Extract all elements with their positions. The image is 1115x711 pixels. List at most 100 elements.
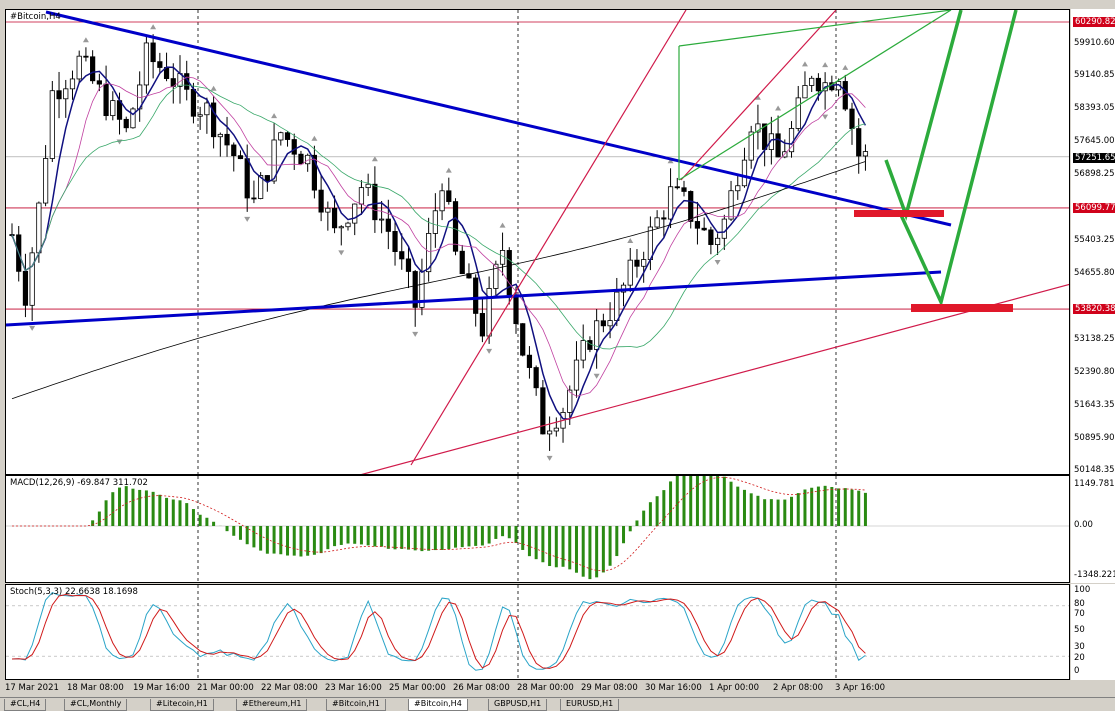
candle-body [809, 77, 815, 86]
trendline-down [45, 10, 952, 227]
candle-body [802, 85, 808, 99]
tab-cl-h4[interactable]: #CL,H4 [4, 699, 47, 711]
ma-fast-line [11, 66, 867, 420]
price-axis[interactable]: 60290.82 59910.60 59140.85 58393.05 5764… [1071, 9, 1115, 475]
chart-title: #Bitcoin,H4 [10, 12, 61, 22]
price-chart-canvas[interactable] [6, 10, 1070, 475]
stoch-tick: 50 [1074, 625, 1085, 635]
candle-body [157, 61, 163, 68]
candle-body [190, 88, 197, 117]
candle-body [284, 132, 291, 140]
candle-body [452, 201, 459, 252]
candle-body [399, 251, 405, 260]
tab-cl-monthly[interactable]: #CL,Monthly [64, 699, 128, 711]
candle-body [547, 430, 553, 435]
candle-body [278, 132, 284, 141]
candle-body [204, 102, 210, 116]
candle-body [513, 294, 519, 325]
chart-tabs-bar: #CL,H4 #CL,Monthly #Litecoin,H1 #Ethereu… [0, 697, 1115, 711]
candle-body [271, 139, 277, 182]
candle-body [63, 88, 69, 100]
stochastic-pane[interactable]: Stoch(5,3,3) 22.6638 18.1698 [5, 584, 1070, 680]
fractal-down-icon [714, 260, 721, 266]
candle-body [694, 221, 701, 229]
macd-axis[interactable]: 1149.781 0.00 -1348.221 [1071, 475, 1115, 583]
tab-gbpusd-h1[interactable]: GBPUSD,H1 [488, 699, 548, 711]
time-tick: 3 Apr 16:00 [835, 683, 886, 693]
stoch-signal-line [11, 593, 866, 669]
stoch-axis[interactable]: 100 80 70 50 30 20 0 [1071, 584, 1115, 680]
macd-canvas[interactable] [6, 476, 1070, 583]
fractal-up-icon [371, 156, 378, 162]
candle-body [325, 207, 331, 213]
tab-bitcoin-h1[interactable]: #Bitcoin,H1 [326, 699, 386, 711]
fractal-up-icon [775, 105, 782, 111]
macd-pane[interactable]: MACD(12,26,9) -69.847 311.702 [5, 475, 1070, 583]
candle-body [36, 202, 42, 254]
price-tick: 59140.85 [1074, 70, 1115, 80]
candle-body [667, 186, 674, 220]
time-tick: 21 Mar 00:00 [197, 683, 254, 693]
time-tick: 18 Mar 08:00 [67, 683, 124, 693]
candle-body [533, 367, 539, 389]
time-axis[interactable]: 17 Mar 2021 18 Mar 08:00 19 Mar 16:00 21… [5, 680, 1070, 696]
fractal-up-icon [667, 158, 674, 164]
time-tick: 30 Mar 16:00 [645, 683, 702, 693]
candle-body [385, 218, 391, 232]
candle-body [856, 128, 862, 157]
price-chart-pane[interactable]: #Bitcoin,H4 [5, 9, 1070, 475]
candle-body [721, 218, 727, 239]
stoch-tick: 20 [1074, 653, 1085, 663]
fractal-up-icon [271, 113, 278, 119]
stoch-label: Stoch(5,3,3) 22.6638 18.1698 [10, 587, 138, 597]
projection-path-2 [899, 10, 1018, 308]
candle-body [365, 183, 371, 189]
price-tick: 55403.25 [1074, 235, 1115, 245]
tab-ethereum-h1[interactable]: #Ethereum,H1 [236, 699, 308, 711]
time-tick: 22 Mar 08:00 [261, 683, 318, 693]
candle-body [103, 83, 109, 117]
candle-body [83, 55, 89, 58]
macd-signal-line [12, 476, 866, 572]
fractal-up-icon [801, 61, 808, 67]
candle-body [775, 133, 781, 158]
candle-body [661, 217, 667, 220]
tab-litecoin-h1[interactable]: #Litecoin,H1 [150, 699, 214, 711]
fractal-down-icon [116, 139, 123, 145]
tab-eurusd-h1[interactable]: EURUSD,H1 [560, 699, 620, 711]
candle-body [493, 263, 499, 289]
price-tick: 51643.35 [1074, 400, 1115, 410]
candle-body [29, 252, 35, 306]
candle-body [237, 155, 244, 160]
time-tick: 28 Mar 00:00 [517, 683, 574, 693]
fractal-up-icon [822, 62, 829, 68]
candle-body [647, 226, 654, 260]
wedge-upper-line [678, 10, 952, 47]
candle-body [681, 187, 687, 192]
candle-body [553, 427, 559, 432]
candle-body [506, 250, 512, 296]
candle-body [130, 108, 136, 129]
candle-body [641, 259, 647, 267]
tab-bitcoin-h4[interactable]: #Bitcoin,H4 [408, 699, 468, 711]
stochastic-canvas[interactable] [6, 585, 1070, 680]
candle-body [231, 144, 237, 157]
time-tick: 1 Apr 00:00 [709, 683, 760, 693]
wedge-lower-line [678, 10, 952, 181]
candle-body [210, 102, 217, 138]
candle-body [338, 226, 344, 229]
price-tick: 50895.90 [1074, 433, 1115, 443]
stoch-tick: 70 [1074, 609, 1085, 619]
candle-body [459, 250, 465, 275]
fractal-up-icon [82, 37, 89, 43]
fractal-down-icon [412, 331, 419, 337]
candle-body [251, 197, 257, 200]
candle-body [768, 133, 774, 150]
candle-body [224, 133, 230, 146]
fractal-up-icon [445, 167, 452, 173]
candle-body [627, 259, 633, 286]
candle-body [244, 158, 250, 199]
candle-body [755, 123, 761, 133]
macd-tick: 0.00 [1074, 520, 1093, 530]
channel-lower-line [361, 283, 1069, 474]
